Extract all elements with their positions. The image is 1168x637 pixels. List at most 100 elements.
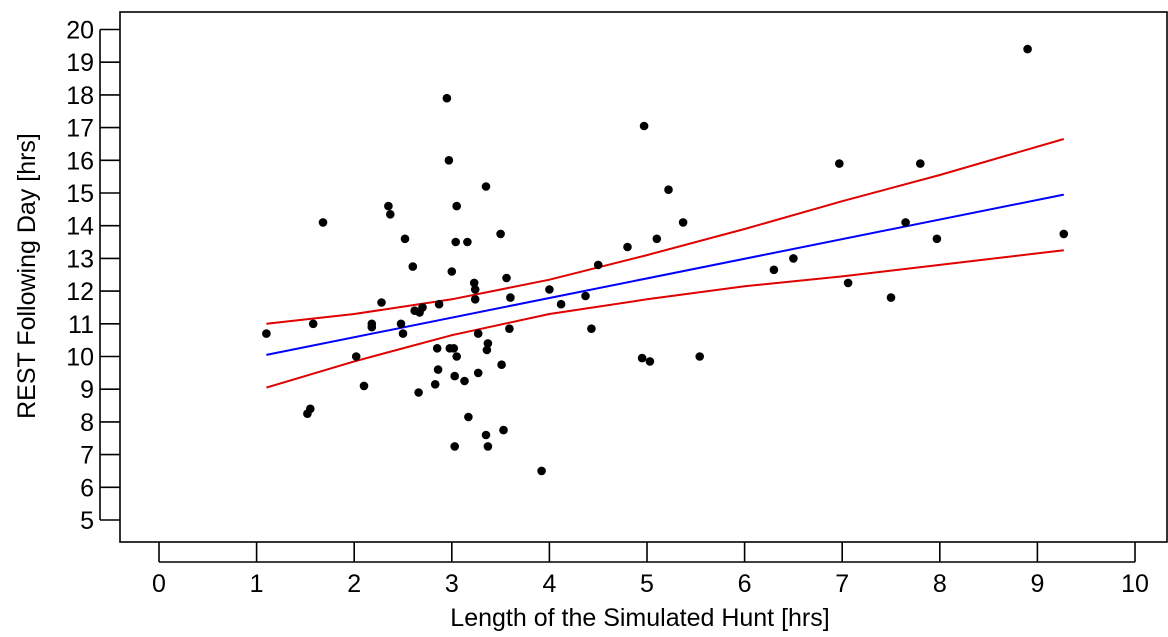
data-point [1023,44,1032,54]
data-point [545,285,554,294]
data-point [262,329,271,338]
data-point [463,237,472,247]
data-point [581,291,590,301]
data-point [637,353,647,363]
data-point [444,156,454,165]
data-point [306,404,315,414]
x-tick-label: 3 [445,570,459,598]
data-point [396,319,406,329]
data-point [408,262,418,271]
y-tick-label: 14 [66,213,94,241]
x-tick-label: 9 [1030,570,1044,598]
data-point [695,352,704,361]
data-point [499,425,508,435]
data-point [623,242,632,252]
x-axis: 0 1 2 3 4 5 6 7 8 9 10 [152,542,1149,598]
data-point [496,229,505,239]
y-tick-label: 17 [66,115,94,143]
data-point [377,298,386,307]
data-point [645,357,655,366]
data-point [481,182,491,191]
data-point [450,442,460,451]
fit-line [266,193,1064,356]
plot-frame [119,11,1168,543]
y-tick-label: 12 [66,278,94,306]
confidence-upper-line [266,138,1065,325]
x-tick-label: 10 [1121,570,1149,598]
data-point [901,218,910,227]
data-point [639,121,649,131]
data-point [430,380,440,389]
y-tick-label: 6 [80,474,94,502]
confidence-lower-line [266,249,1064,389]
data-point [418,303,427,312]
data-point [464,412,473,422]
x-tick-label: 2 [347,570,361,598]
data-point [502,273,511,283]
data-point [351,352,361,361]
x-tick-label: 8 [933,570,947,598]
data-point [470,295,480,304]
data-point [433,365,443,374]
data-point [932,234,942,244]
data-point [386,210,395,219]
x-tick-label: 5 [640,570,654,598]
data-point [587,324,596,334]
y-axis-title: REST Following Day [hrs] [13,133,41,419]
x-tick-label: 1 [250,570,264,598]
data-point [473,329,483,338]
y-tick-label: 18 [66,82,94,110]
data-point [451,237,461,247]
data-point [481,430,491,440]
y-tick-label: 7 [80,442,94,470]
x-tick-label: 4 [542,570,556,598]
y-tick-label: 10 [66,344,94,372]
data-point [664,185,673,194]
data-point [450,371,460,381]
data-point [447,267,457,276]
y-tick-label: 15 [66,180,94,208]
x-tick-label: 0 [152,570,166,598]
data-point [359,381,369,391]
data-point [442,93,452,103]
data-point [843,278,853,288]
x-axis-title: Length of the Simulated Hunt [hrs] [450,604,829,632]
data-point [469,278,479,288]
y-tick-label: 9 [80,376,94,404]
plot-border [119,11,1168,543]
data-point [400,234,410,244]
y-tick-label: 20 [66,17,94,45]
y-tick-label: 19 [66,49,94,77]
data-point [308,319,318,329]
data-point [482,345,492,355]
data-point [505,324,514,334]
y-tick-label: 11 [68,311,94,339]
data-point [452,201,462,211]
data-point [537,466,546,476]
data-point [789,254,798,263]
data-point [483,442,493,451]
data-points [262,44,1069,476]
data-point [916,159,925,168]
data-point [1059,229,1069,239]
data-point [432,344,442,353]
data-point [414,388,423,397]
data-point [367,322,377,332]
x-tick-label: 6 [738,570,752,598]
data-point [769,265,779,275]
y-axis: 5 6 7 8 9 10 11 12 13 14 15 16 17 18 19 20 [66,17,120,535]
data-point [678,218,688,227]
data-point [384,201,393,211]
data-point [318,218,328,227]
x-tick-label: 7 [835,570,849,598]
data-point [886,293,896,302]
data-point [506,293,515,302]
data-point [556,299,566,309]
y-tick-label: 16 [66,147,94,175]
data-point [497,360,506,370]
data-point [470,285,480,294]
data-point [460,376,469,386]
data-point [449,344,459,353]
data-point [473,368,483,378]
